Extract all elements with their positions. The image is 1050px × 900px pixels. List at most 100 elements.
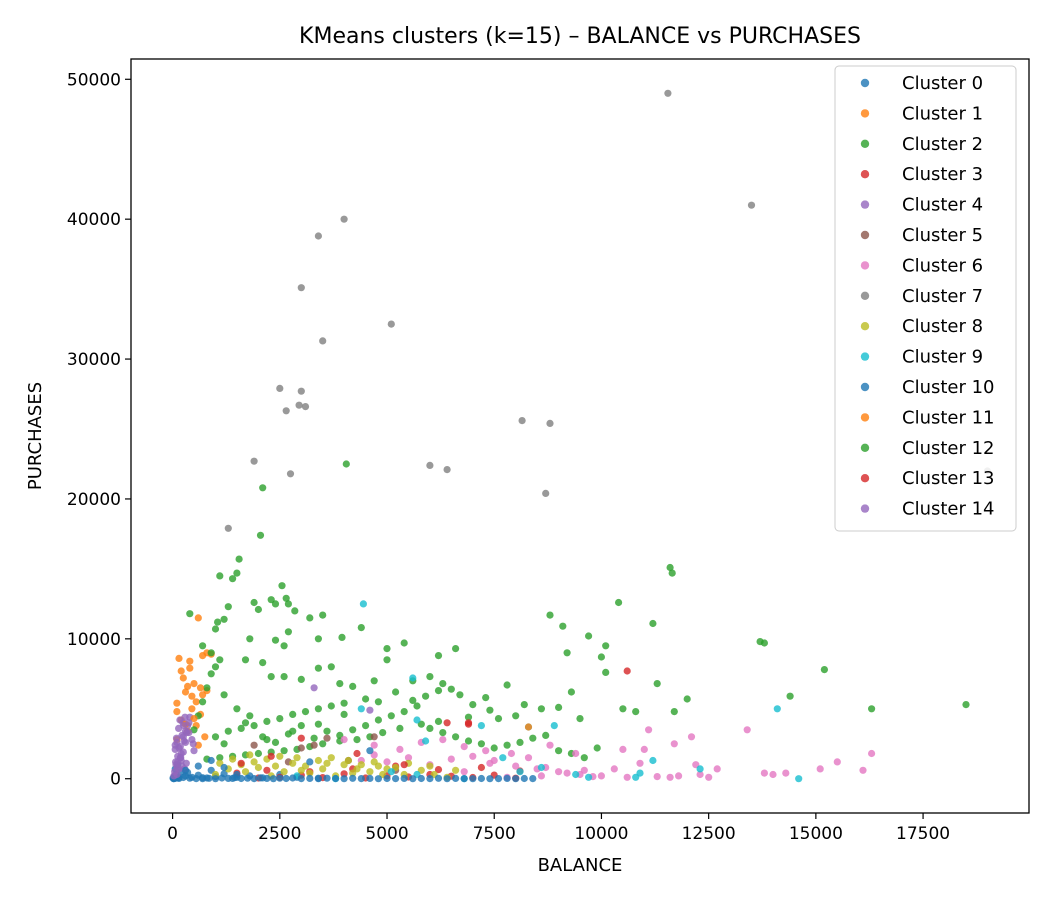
series-cluster-11 [173, 667, 533, 731]
data-point [295, 401, 303, 409]
data-point [374, 775, 382, 783]
data-point [284, 600, 292, 608]
data-point [486, 759, 494, 767]
data-point [267, 752, 275, 760]
data-point [244, 774, 252, 782]
data-point [186, 774, 194, 782]
data-point [623, 667, 631, 675]
data-point [186, 657, 194, 665]
data-point [820, 666, 829, 674]
data-point [859, 766, 867, 774]
data-point [486, 706, 494, 714]
data-point [546, 741, 554, 749]
data-point [447, 755, 455, 763]
data-point [267, 673, 275, 681]
data-point [524, 723, 533, 731]
data-point [868, 705, 876, 713]
data-point [537, 705, 546, 713]
data-point [314, 232, 322, 240]
data-point [340, 215, 348, 223]
data-point [284, 628, 292, 636]
data-point [289, 710, 297, 719]
data-point [542, 489, 550, 497]
data-point [207, 649, 215, 657]
data-point [512, 762, 520, 770]
data-point [713, 765, 721, 773]
data-point [237, 724, 245, 733]
legend-marker [860, 382, 870, 392]
x-tick-label: 7500 [473, 824, 516, 844]
data-point [220, 763, 228, 772]
data-point [199, 698, 207, 706]
legend-marker [860, 139, 870, 148]
data-point [477, 722, 485, 730]
data-point [314, 635, 322, 643]
data-point [366, 706, 374, 714]
data-point [469, 775, 477, 783]
legend-label: Cluster 11 [902, 407, 995, 428]
data-point [256, 774, 265, 782]
data-point [400, 774, 408, 783]
data-point [477, 774, 485, 783]
data-point [170, 772, 178, 780]
y-tick-label: 20000 [67, 490, 121, 510]
data-point [246, 751, 254, 759]
data-point [216, 656, 224, 664]
data-point [494, 715, 503, 723]
x-tick-label: 0 [167, 824, 178, 844]
data-point [619, 705, 627, 713]
data-point [229, 575, 237, 583]
data-point [310, 734, 318, 742]
data-point [687, 733, 696, 741]
data-point [439, 729, 447, 737]
data-point [177, 754, 185, 762]
data-point [319, 740, 327, 748]
data-point [306, 758, 314, 766]
legend-marker [860, 170, 870, 179]
data-point [250, 741, 258, 749]
data-point [179, 748, 187, 756]
data-point [537, 772, 546, 780]
data-point [520, 774, 528, 783]
data-point [196, 684, 205, 692]
data-point [383, 758, 391, 766]
data-point [190, 747, 198, 755]
series-cluster-8 [211, 751, 460, 781]
data-point [237, 759, 245, 767]
data-point [254, 763, 262, 772]
legend-label: Cluster 12 [902, 438, 995, 459]
data-point [323, 759, 331, 767]
data-point [276, 384, 284, 392]
data-point [175, 654, 183, 663]
data-point [263, 774, 271, 783]
data-point [241, 719, 250, 727]
data-point [374, 716, 382, 724]
data-point [250, 758, 258, 766]
y-tick-label: 0 [110, 770, 121, 790]
data-point [550, 722, 558, 730]
data-point [176, 743, 184, 751]
data-point [211, 625, 220, 633]
data-point [323, 727, 331, 735]
data-point [306, 774, 314, 783]
data-point [319, 765, 327, 773]
data-point [342, 460, 350, 468]
data-point [537, 763, 546, 772]
data-point [314, 705, 322, 713]
data-point [233, 770, 241, 779]
data-point [786, 692, 794, 700]
data-point [962, 701, 970, 709]
data-point [563, 649, 571, 657]
data-point [301, 403, 310, 411]
data-point [434, 652, 443, 660]
series-cluster-14 [170, 684, 374, 780]
data-point [640, 745, 648, 754]
data-point [224, 727, 232, 735]
data-point [452, 766, 460, 774]
data-point [563, 769, 571, 777]
y-tick-label: 50000 [67, 70, 121, 90]
data-point [460, 775, 468, 783]
data-point [278, 582, 286, 590]
data-point [675, 772, 683, 780]
